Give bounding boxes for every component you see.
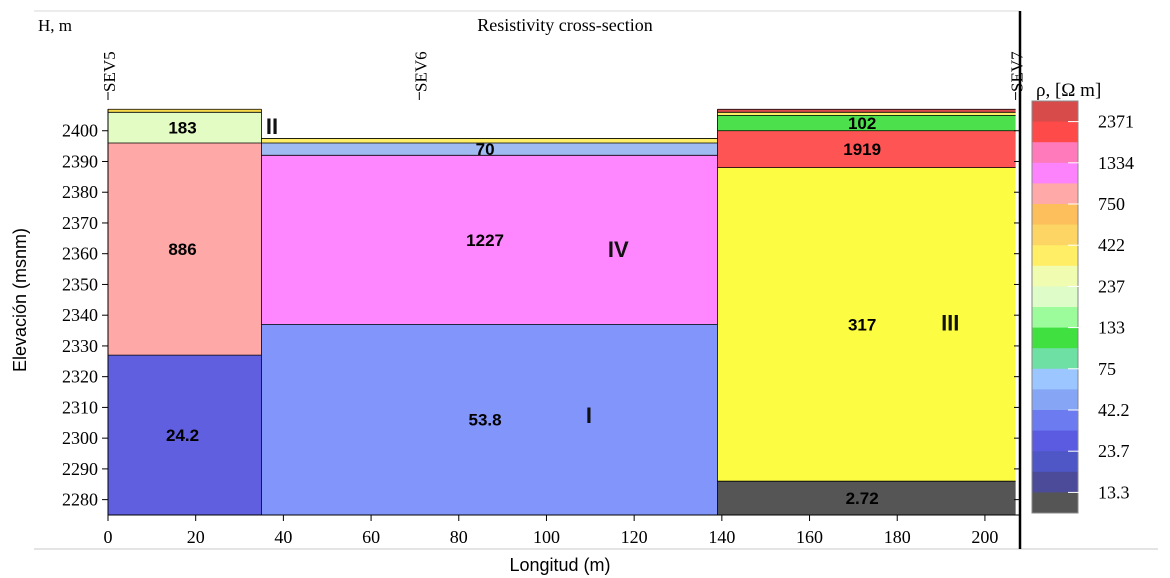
legend-swatch-12 xyxy=(1032,348,1078,370)
legend-swatch-11 xyxy=(1032,327,1078,349)
layer-6 xyxy=(261,155,718,325)
x-tick-label-100: 100 xyxy=(533,527,560,547)
legend-swatch-1 xyxy=(1032,121,1078,143)
resistivity-label-6: 1227 xyxy=(466,231,504,250)
x-tick-label-140: 140 xyxy=(708,527,735,547)
resistivity-label-10: 102 xyxy=(848,114,876,133)
colorbar-legend: 2371 1334 750 422 237 133 75 42.2 23.7 13.3 xyxy=(1031,100,1134,514)
x-tick-label-20: 20 xyxy=(187,527,205,547)
layer-0 xyxy=(108,109,262,113)
resistivity-labels: 183 886 24.2 70 1227 53.8 102 1919 317 2.72 xyxy=(166,114,881,508)
top-left-label: H, m xyxy=(38,16,72,35)
y-tick-label-2320: 2320 xyxy=(62,367,98,387)
x-tick-label-120: 120 xyxy=(621,527,648,547)
zone-label-i: I xyxy=(586,403,592,428)
zone-label-iii: III xyxy=(941,311,959,336)
sounding-label-sev7: SEV7 xyxy=(1008,51,1027,92)
legend-label-6: 75 xyxy=(1098,359,1116,379)
x-tick-label-160: 160 xyxy=(796,527,823,547)
resistivity-label-2: 886 xyxy=(168,240,196,259)
x-tick-label-200: 200 xyxy=(971,527,998,547)
y-axis-label: Elevación (msnm) xyxy=(10,228,30,372)
sounding-label-sev5: SEV5 xyxy=(100,51,119,92)
layer-8 xyxy=(717,109,1016,113)
legend-label-8: 23.7 xyxy=(1098,441,1130,461)
legend-label-2: 750 xyxy=(1098,194,1125,214)
legend-swatch-18 xyxy=(1032,471,1078,493)
y-tick-label-2300: 2300 xyxy=(62,428,98,448)
legend-swatch-4 xyxy=(1032,183,1078,205)
legend-swatch-14 xyxy=(1032,389,1078,411)
legend-label-3: 422 xyxy=(1098,235,1125,255)
legend-title: ρ, [Ω m] xyxy=(1036,80,1101,101)
legend-label-0: 2371 xyxy=(1098,112,1134,132)
x-tick-label-80: 80 xyxy=(450,527,468,547)
chart-title: Resistivity cross-section xyxy=(477,15,652,35)
legend-label-4: 237 xyxy=(1098,276,1125,296)
sounding-labels: SEV5 SEV6 SEV7 xyxy=(100,51,1027,100)
legend-label-9: 13.3 xyxy=(1098,482,1130,502)
resistivity-label-7: 53.8 xyxy=(469,411,502,430)
resistivity-label-13: 2.72 xyxy=(846,489,879,508)
legend-swatch-10 xyxy=(1032,307,1078,329)
y-tick-label-2330: 2330 xyxy=(62,336,98,356)
y-tick-label-2370: 2370 xyxy=(62,213,98,233)
y-tick-label-2350: 2350 xyxy=(62,274,98,294)
resistivity-label-12: 317 xyxy=(848,315,876,334)
legend-swatch-0 xyxy=(1032,101,1078,123)
layer-5 xyxy=(261,143,718,156)
layer-7 xyxy=(261,324,718,515)
x-tick-label-180: 180 xyxy=(884,527,911,547)
legend-swatch-3 xyxy=(1032,162,1078,184)
y-axis: 2280 2290 2300 2310 2320 2330 2340 2350 2360 2370… xyxy=(62,109,1020,515)
zone-label-iv: IV xyxy=(608,237,629,262)
legend-swatch-19 xyxy=(1032,492,1078,514)
legend-label-5: 133 xyxy=(1098,318,1125,338)
resistivity-label-1: 183 xyxy=(168,119,196,138)
legend-swatch-15 xyxy=(1032,410,1078,432)
y-tick-label-2360: 2360 xyxy=(62,244,98,264)
layer-1 xyxy=(108,112,262,144)
resistivity-label-11: 1919 xyxy=(843,140,881,159)
y-tick-label-2400: 2400 xyxy=(62,121,98,141)
legend-frame xyxy=(1031,100,1079,514)
legend-swatch-17 xyxy=(1032,451,1078,473)
legend-swatch-6 xyxy=(1032,224,1078,246)
y-tick-label-2310: 2310 xyxy=(62,397,98,417)
x-axis: 0 20 40 60 80 100 120 140 160 180 200 xyxy=(104,514,1020,547)
layer-9 xyxy=(717,112,1016,116)
x-tick-label-40: 40 xyxy=(274,527,292,547)
layer-12 xyxy=(717,167,1016,482)
y-tick-label-2380: 2380 xyxy=(62,182,98,202)
y-tick-label-2290: 2290 xyxy=(62,459,98,479)
legend-swatch-8 xyxy=(1032,265,1078,287)
y-tick-label-2390: 2390 xyxy=(62,151,98,171)
layer-4 xyxy=(261,138,718,144)
legend-swatch-16 xyxy=(1032,430,1078,452)
legend-label-1: 1334 xyxy=(1098,153,1134,173)
resistivity-label-5: 70 xyxy=(476,140,495,159)
resistivity-label-3: 24.2 xyxy=(166,426,199,445)
x-tick-label-60: 60 xyxy=(362,527,380,547)
layer-2 xyxy=(108,143,262,356)
legend-label-7: 42.2 xyxy=(1098,400,1130,420)
layer-11 xyxy=(717,130,1016,168)
layer-13 xyxy=(717,481,1016,515)
y-tick-label-2340: 2340 xyxy=(62,305,98,325)
legend-swatch-13 xyxy=(1032,368,1078,390)
y-tick-label-2280: 2280 xyxy=(62,490,98,510)
sounding-label-sev6: SEV6 xyxy=(411,51,430,92)
x-tick-label-0: 0 xyxy=(104,527,113,547)
legend-swatch-2 xyxy=(1032,142,1078,164)
legend-swatch-7 xyxy=(1032,245,1078,267)
layers-group xyxy=(108,109,1016,515)
legend-swatch-9 xyxy=(1032,286,1078,308)
layer-3 xyxy=(108,355,262,515)
layer-10 xyxy=(717,115,1016,131)
x-axis-label: Longitud (m) xyxy=(509,555,610,575)
legend-swatch-5 xyxy=(1032,204,1078,226)
zone-label-ii: II xyxy=(266,114,278,139)
